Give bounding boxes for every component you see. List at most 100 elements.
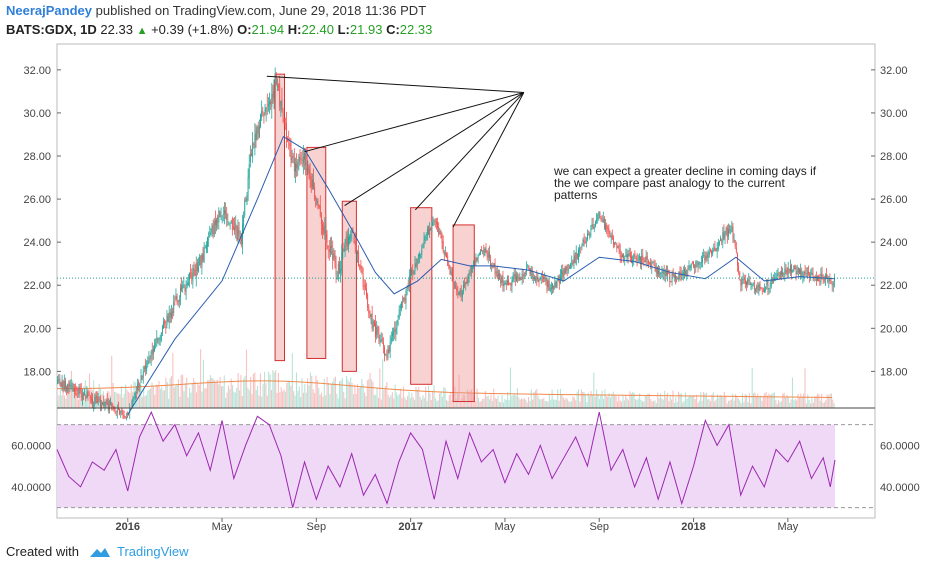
tradingview-link[interactable]: TradingView xyxy=(116,544,189,559)
volume-bar xyxy=(123,393,125,408)
candle-body xyxy=(806,273,808,275)
candle-body xyxy=(672,272,674,276)
candle-body xyxy=(618,244,620,250)
volume-bar xyxy=(550,399,552,408)
volume-bar xyxy=(769,394,771,408)
low-value: 21.93 xyxy=(349,22,383,37)
volume-bar xyxy=(380,399,382,408)
candle-body xyxy=(107,402,109,410)
candle-body xyxy=(594,221,596,227)
candle-body xyxy=(231,218,233,231)
candle-body xyxy=(481,249,482,252)
volume-bar xyxy=(672,390,674,408)
candle-body xyxy=(115,412,117,414)
candle-body xyxy=(743,278,745,280)
volume-bar xyxy=(679,393,681,408)
candle-body xyxy=(651,262,653,270)
candle-body xyxy=(212,225,214,235)
candle-body xyxy=(79,386,81,391)
candle-body xyxy=(517,276,519,278)
volume-bar xyxy=(690,395,692,408)
volume-bar xyxy=(200,349,202,408)
candle-body xyxy=(166,314,168,326)
volume-bar xyxy=(469,390,471,408)
candle-body xyxy=(178,299,180,302)
volume-bar xyxy=(240,375,242,408)
time-axis[interactable]: 2016 May Sep 2017 May Sep 2018 May xyxy=(115,518,799,533)
price-axis-right[interactable]: 32.00 30.00 28.00 26.00 24.00 22.00 20.00 18.00 xyxy=(871,65,908,379)
rsi-line xyxy=(56,410,836,508)
candle-body xyxy=(751,284,753,285)
candle-body xyxy=(406,285,408,290)
chart-area[interactable]: we can expect a greater decline in comin… xyxy=(0,0,932,540)
high-label: H: xyxy=(287,22,302,37)
volume-bar xyxy=(551,389,553,408)
candle-body xyxy=(556,282,558,287)
volume-bar xyxy=(723,391,725,408)
candle-body xyxy=(385,353,387,355)
volume-bar xyxy=(489,399,491,408)
candle-body xyxy=(299,156,301,161)
candle-body xyxy=(786,270,788,275)
volume-bar xyxy=(119,394,121,408)
price-axis-left[interactable]: 32.00 30.00 28.00 26.00 24.00 22.00 20.00 18.00 xyxy=(23,65,61,379)
volume-bar xyxy=(175,385,177,408)
candle-body xyxy=(689,266,691,268)
volume-bar xyxy=(352,394,355,408)
volume-bar xyxy=(176,383,178,408)
candle-body xyxy=(700,261,702,263)
volume-bar xyxy=(358,387,360,408)
volume-bar xyxy=(768,393,770,408)
candle-body xyxy=(170,312,172,318)
annotation-lines[interactable] xyxy=(266,75,525,228)
candle-body xyxy=(753,285,755,290)
volume-bar xyxy=(559,388,562,408)
candle-body xyxy=(796,270,798,275)
rsi-axis[interactable]: 60.0000 60.0000 40.0000 40.0000 xyxy=(11,440,920,494)
candle-body xyxy=(286,123,287,138)
candle-body xyxy=(157,338,159,340)
symbol-label: BATS:GDX, 1D xyxy=(6,22,97,37)
volume-bar xyxy=(291,353,293,408)
volume-bar xyxy=(136,395,138,408)
author-link[interactable]: NeerajPandey xyxy=(6,3,92,18)
candle-body xyxy=(792,269,794,273)
volume-bar xyxy=(583,392,585,408)
candle-body xyxy=(195,263,197,278)
volume-bar xyxy=(818,394,820,408)
volume-bar xyxy=(58,395,60,408)
candle-body xyxy=(378,333,380,340)
candle-body xyxy=(502,276,504,286)
candle-body xyxy=(801,270,803,277)
volume-bar xyxy=(427,385,430,408)
candle-body xyxy=(832,282,834,286)
volume-bar xyxy=(272,369,274,408)
pattern-box xyxy=(410,207,433,385)
candle-body xyxy=(831,284,833,286)
candle-body xyxy=(476,258,478,262)
volume-bar xyxy=(772,393,774,408)
volume-bar xyxy=(130,384,132,408)
volume-bar xyxy=(483,398,485,408)
candle-body xyxy=(451,272,453,282)
candle-body xyxy=(518,277,520,280)
volume-bar xyxy=(393,398,395,408)
volume-bar xyxy=(696,394,698,408)
candle-body xyxy=(350,234,352,239)
candle-body xyxy=(729,229,731,230)
volume-bar xyxy=(796,400,798,408)
pattern-boxes[interactable] xyxy=(274,73,475,403)
candle-body xyxy=(344,244,346,253)
candle-body xyxy=(785,270,787,272)
candle-body xyxy=(734,240,736,247)
candle-body xyxy=(544,277,546,280)
annotation-text[interactable]: we can expect a greater decline in comin… xyxy=(553,164,817,202)
candle-body xyxy=(740,279,742,286)
candle-body xyxy=(220,217,222,219)
candle-body xyxy=(300,158,302,159)
volume-bar xyxy=(63,395,66,408)
candle-body xyxy=(706,254,708,257)
volume-bar xyxy=(523,398,525,408)
volume-bar xyxy=(659,393,662,408)
volume-bar xyxy=(618,395,620,408)
